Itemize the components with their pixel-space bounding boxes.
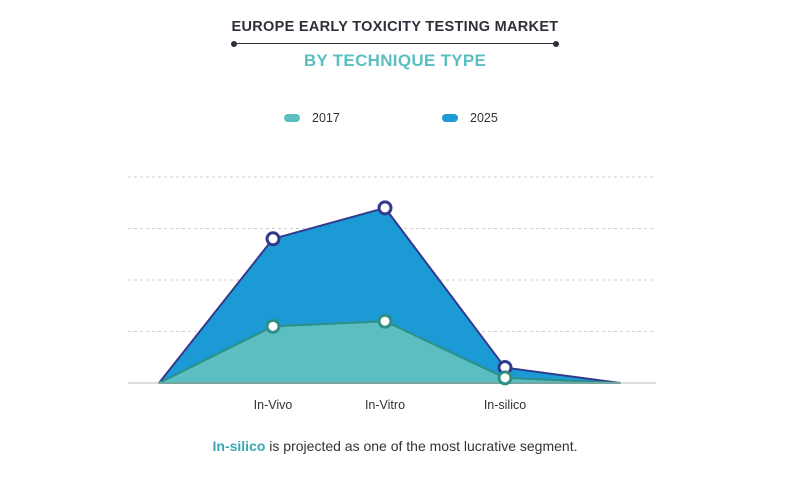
title-underline-dot-left: [231, 40, 237, 47]
point-2025-In-Vivo: [265, 231, 281, 247]
chart-caption: In-silico is projected as one of the mos…: [0, 438, 790, 454]
title-underline-dot-right: [553, 40, 559, 47]
legend-label-2025: 2025: [470, 111, 498, 125]
legend-swatch-2017: [284, 113, 300, 122]
area-chart: In-Vivo In-Vitro In-silico: [128, 176, 656, 412]
legend-label-2017: 2017: [312, 111, 340, 125]
title-underline: [231, 40, 559, 47]
caption-text: is projected as one of the most lucrativ…: [265, 438, 578, 454]
chart-title: EUROPE EARLY TOXICITY TESTING MARKET: [231, 19, 559, 35]
x-tick-label: In-silico: [484, 398, 526, 412]
legend-swatch-2025: [442, 113, 458, 122]
caption-highlight: In-silico: [212, 438, 266, 454]
x-tick-label: In-Vivo: [254, 398, 293, 412]
point-2017-In-Vivo: [265, 318, 281, 334]
x-tick-label: In-Vitro: [365, 398, 405, 412]
chart-subtitle: BY TECHNIQUE TYPE: [303, 51, 487, 70]
point-2017-In-silico: [497, 370, 513, 386]
legend-item-2025: 2025: [442, 111, 498, 125]
legend-item-2017: 2017: [284, 111, 340, 125]
point-2017-In-Vitro: [377, 313, 393, 329]
point-2025-In-Vitro: [377, 200, 393, 216]
